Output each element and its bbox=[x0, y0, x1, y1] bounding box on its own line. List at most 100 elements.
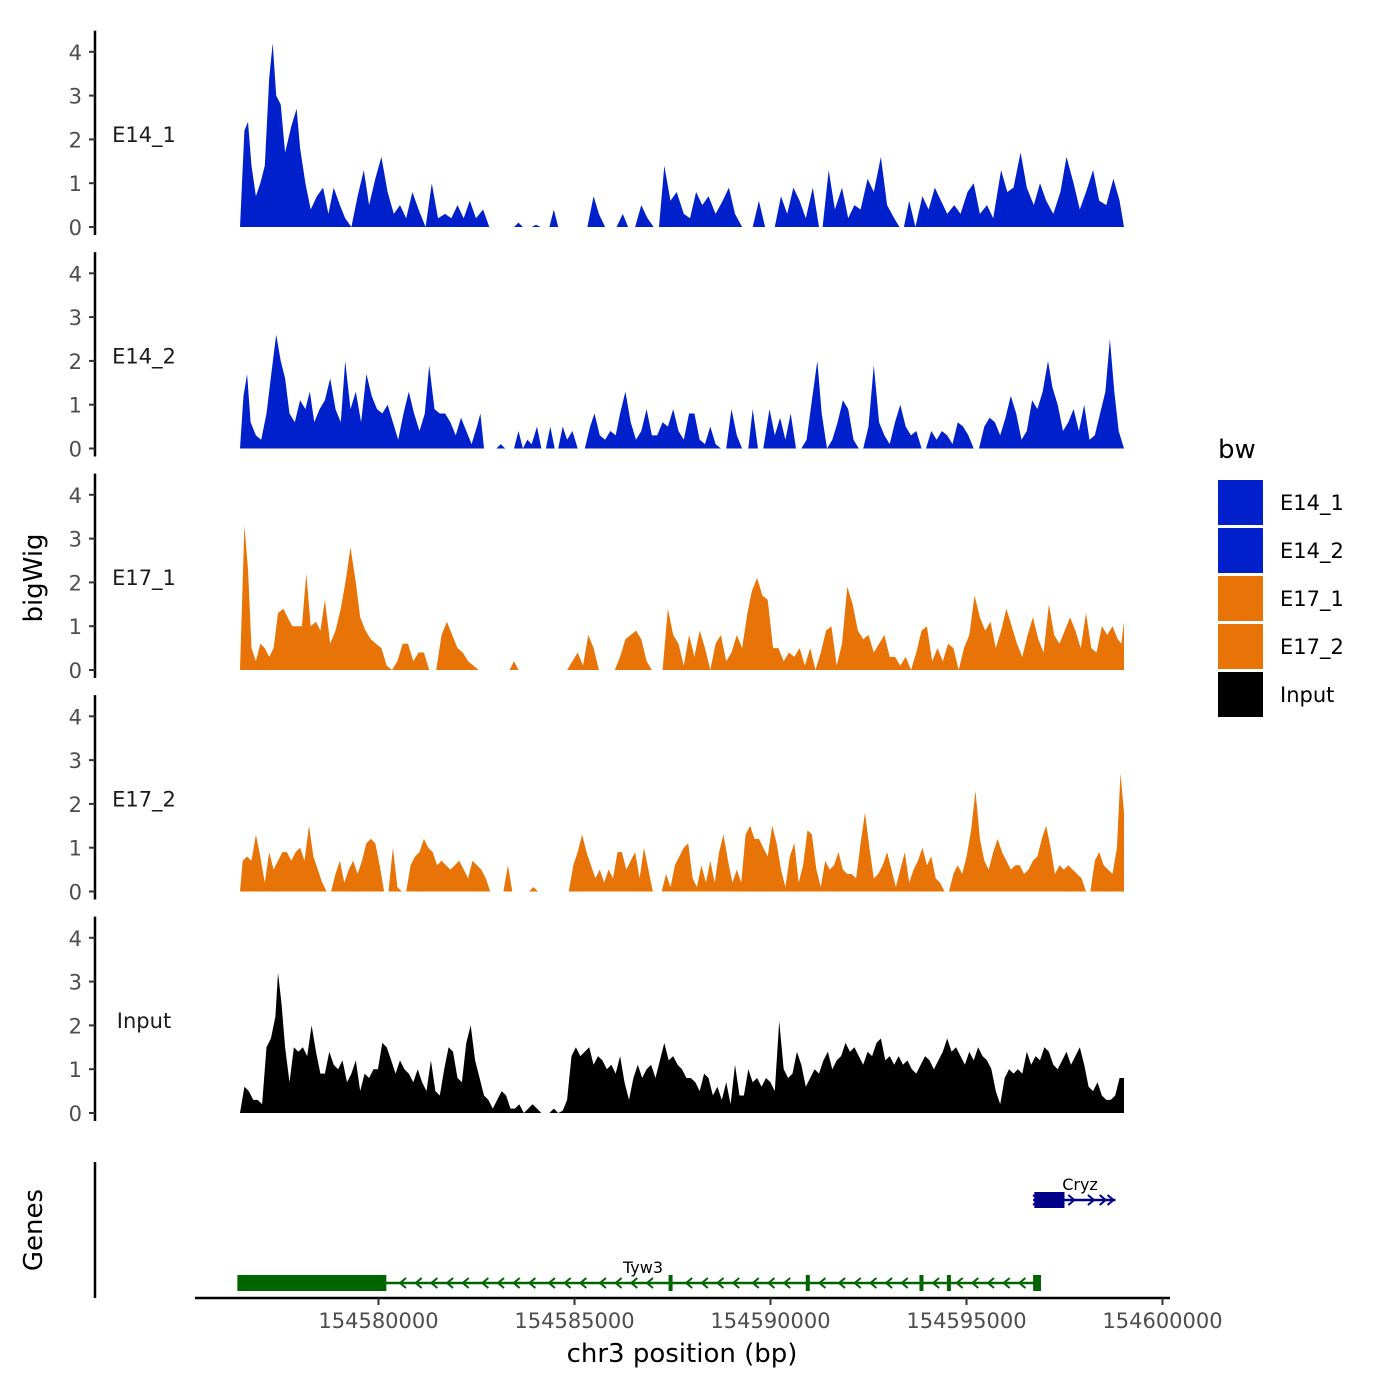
gene-exon bbox=[946, 1275, 951, 1291]
strand-arrow bbox=[1017, 1277, 1027, 1289]
coverage-area-E17_2 bbox=[240, 773, 1124, 892]
legend-label: E17_2 bbox=[1280, 635, 1344, 660]
strand-arrow bbox=[547, 1277, 556, 1289]
legend-swatch-E14_2 bbox=[1218, 528, 1263, 573]
y-axis-title: bigWig bbox=[19, 533, 49, 622]
strand-arrow bbox=[414, 1277, 423, 1289]
coverage-area-E14_1 bbox=[240, 43, 1124, 227]
y-tick-label: 3 bbox=[69, 749, 82, 773]
legend-swatch-E17_2 bbox=[1218, 624, 1263, 669]
y-tick-label: 2 bbox=[69, 571, 82, 595]
y-tick-label: 0 bbox=[69, 216, 82, 240]
y-tick-label: 1 bbox=[69, 837, 82, 861]
legend-swatch-E14_1 bbox=[1218, 480, 1263, 525]
x-tick-label: 154580000 bbox=[318, 1309, 438, 1333]
legend: bw E14_1 E14_2 E17_1 E17_2 Input bbox=[1218, 435, 1344, 717]
strand-arrow bbox=[398, 1277, 407, 1289]
strand-arrow bbox=[884, 1277, 893, 1289]
track-Input: 0 1 2 3 4 Input bbox=[69, 916, 1124, 1126]
strand-arrow bbox=[1106, 1194, 1116, 1206]
track-E17_1: 0 1 2 3 4 E17_1 bbox=[69, 473, 1124, 683]
strand-arrow bbox=[817, 1277, 827, 1289]
y-tick-label: 4 bbox=[69, 705, 82, 729]
gene-Tyw3: Tyw3 bbox=[237, 1258, 1041, 1291]
y-tick-label: 0 bbox=[69, 438, 82, 462]
strand-arrow bbox=[853, 1277, 862, 1289]
y-tick-label: 2 bbox=[69, 128, 82, 152]
strand-arrow bbox=[970, 1277, 979, 1289]
x-tick-label: 154595000 bbox=[906, 1309, 1026, 1333]
x-axis: 154580000 154585000 154590000 154595000 1546… bbox=[195, 1296, 1223, 1333]
x-tick-label: 154590000 bbox=[710, 1309, 830, 1333]
gene-exon bbox=[919, 1275, 924, 1291]
legend-label: E17_1 bbox=[1280, 587, 1344, 612]
strand-arrow bbox=[445, 1277, 454, 1289]
gene-Cryz: Cryz bbox=[1032, 1175, 1116, 1208]
strand-arrow bbox=[1002, 1277, 1011, 1289]
y-tick-label: 4 bbox=[69, 41, 82, 65]
gene-exon bbox=[805, 1275, 810, 1291]
strand-arrow bbox=[1099, 1194, 1108, 1206]
y-tick-label: 1 bbox=[69, 394, 82, 418]
strand-arrow bbox=[986, 1277, 995, 1289]
y-tick-label: 1 bbox=[69, 172, 82, 196]
y-tick-label: 1 bbox=[69, 1058, 82, 1082]
strand-arrow bbox=[715, 1277, 725, 1289]
strand-arrow bbox=[461, 1277, 470, 1289]
y-tick-label: 1 bbox=[69, 615, 82, 639]
strand-arrow bbox=[1087, 1194, 1096, 1206]
legend-label: E14_1 bbox=[1280, 491, 1344, 516]
strand-arrow bbox=[237, 1277, 246, 1289]
x-tick-label: 154585000 bbox=[514, 1309, 634, 1333]
legend-label: Input bbox=[1280, 683, 1334, 707]
strand-arrow bbox=[614, 1277, 623, 1289]
strand-arrow bbox=[837, 1277, 846, 1289]
strand-arrow bbox=[645, 1277, 654, 1289]
legend-swatch-Input bbox=[1218, 672, 1263, 717]
strand-arrow bbox=[1048, 1194, 1057, 1206]
gene-label: Cryz bbox=[1062, 1175, 1098, 1194]
strand-arrow bbox=[1067, 1194, 1076, 1206]
strand-arrow bbox=[496, 1277, 505, 1289]
coverage-area-Input bbox=[240, 972, 1124, 1113]
gene-exon bbox=[237, 1275, 387, 1291]
track-label: E17_2 bbox=[112, 788, 176, 813]
strand-arrow bbox=[480, 1277, 489, 1289]
y-tick-label: 0 bbox=[69, 881, 82, 905]
y-tick-label: 0 bbox=[69, 1102, 82, 1126]
x-axis-title: chr3 position (bp) bbox=[567, 1339, 798, 1369]
coverage-tracks: 0 1 2 3 4 E14_1 0 1 2 3 4 E14_2 0 1 2 3 4 E17_1 0 1 2 3 4 E17_2… bbox=[69, 30, 1124, 1126]
strand-arrow bbox=[629, 1277, 638, 1289]
track-E14_1: 0 1 2 3 4 E14_1 bbox=[69, 30, 1124, 240]
y-tick-label: 4 bbox=[69, 262, 82, 286]
strand-arrow bbox=[751, 1277, 760, 1289]
track-E14_2: 0 1 2 3 4 E14_2 bbox=[69, 252, 1124, 462]
strand-arrow bbox=[955, 1277, 964, 1289]
strand-arrow bbox=[1032, 1194, 1041, 1206]
gene-exon bbox=[1034, 1192, 1065, 1208]
x-tick-label: 154600000 bbox=[1102, 1309, 1222, 1333]
y-tick-label: 3 bbox=[69, 971, 82, 995]
track-label: E17_1 bbox=[112, 566, 176, 591]
track-E17_2: 0 1 2 3 4 E17_2 bbox=[69, 695, 1124, 905]
strand-arrow bbox=[900, 1277, 909, 1289]
y-tick-label: 2 bbox=[69, 1014, 82, 1038]
gene-label: Tyw3 bbox=[622, 1258, 663, 1277]
legend-label: E14_2 bbox=[1280, 539, 1344, 564]
strand-arrow bbox=[429, 1277, 439, 1289]
track-label: Input bbox=[117, 1009, 171, 1033]
gene-exon bbox=[1033, 1275, 1041, 1291]
strand-arrow bbox=[700, 1277, 709, 1289]
y-tick-label: 3 bbox=[69, 306, 82, 330]
strand-arrow bbox=[512, 1277, 521, 1289]
y-tick-label: 2 bbox=[69, 793, 82, 817]
strand-arrow bbox=[766, 1277, 776, 1289]
strand-arrow bbox=[931, 1277, 940, 1289]
strand-arrow bbox=[868, 1277, 878, 1289]
strand-arrow bbox=[598, 1277, 607, 1289]
strand-arrow bbox=[563, 1277, 572, 1289]
y-tick-label: 2 bbox=[69, 350, 82, 374]
strand-arrow bbox=[782, 1277, 791, 1289]
strand-arrow bbox=[731, 1277, 740, 1289]
